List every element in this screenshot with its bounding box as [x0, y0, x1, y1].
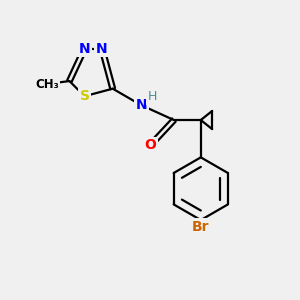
Text: CH₃: CH₃ — [35, 77, 59, 91]
Text: Br: Br — [192, 220, 209, 234]
Text: N: N — [79, 41, 90, 56]
Text: S: S — [80, 89, 90, 103]
Text: O: O — [144, 138, 156, 152]
Text: N: N — [96, 41, 108, 56]
Text: N: N — [135, 98, 147, 112]
Text: H: H — [148, 90, 157, 103]
